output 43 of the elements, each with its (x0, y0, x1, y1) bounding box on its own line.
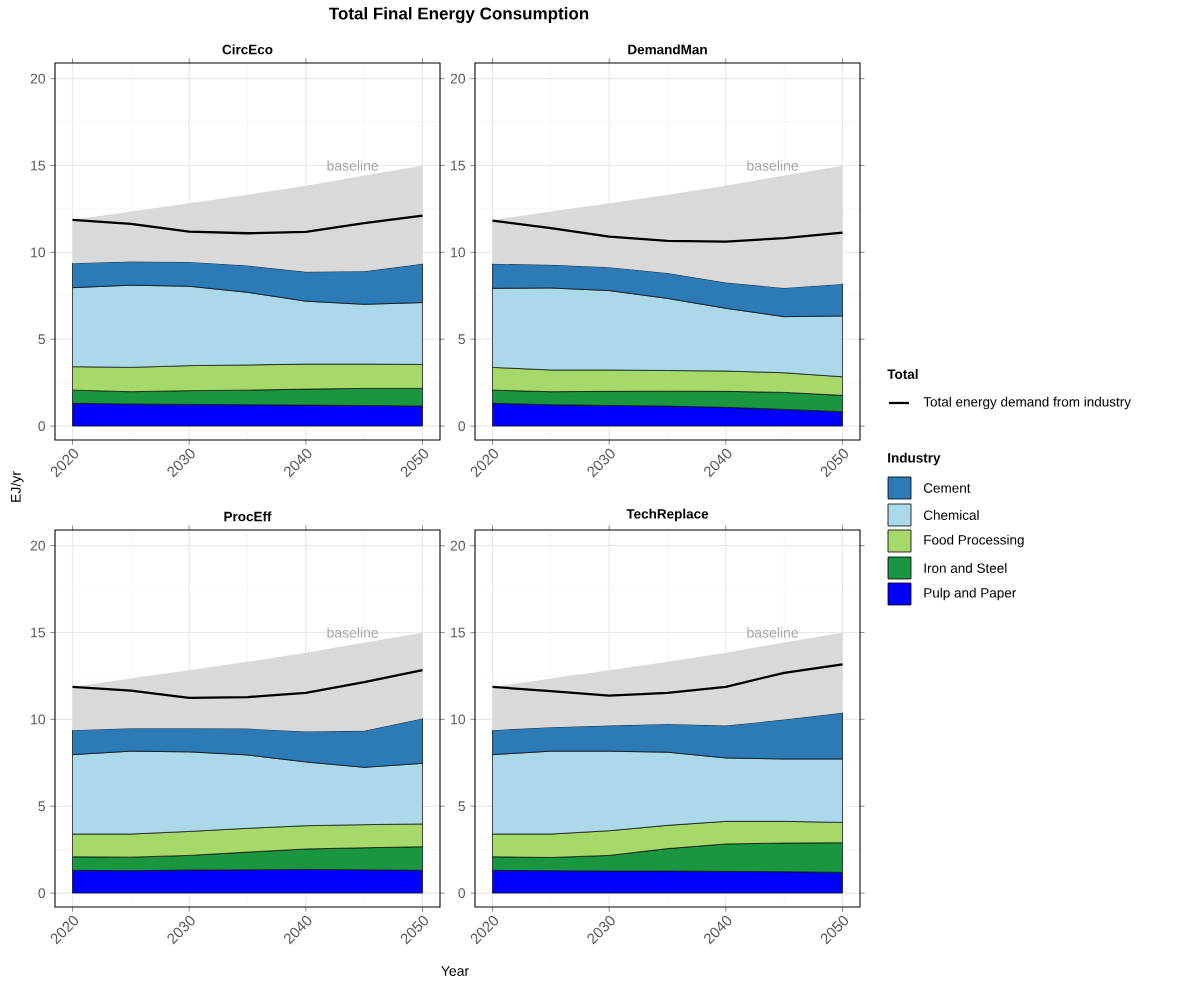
y-tick-label: 10 (451, 714, 466, 725)
legend-label: Cement (923, 483, 971, 493)
y-tick-label: 15 (451, 160, 466, 171)
y-tick-label: 20 (30, 540, 46, 551)
y-tick-label: 15 (451, 627, 466, 638)
legend-label: Total energy demand from industry (923, 396, 1131, 410)
y-tick-label: 0 (458, 888, 466, 899)
y-tick-label: 5 (458, 801, 466, 812)
line-series (71, 669, 424, 699)
chart-title: DemandMan (628, 44, 707, 55)
y-tick-label: 5 (38, 801, 46, 812)
annotation: baseline (747, 627, 799, 638)
y-tick-label: 10 (451, 247, 466, 258)
y-tick-label: 20 (450, 540, 466, 551)
y-tick-label: 20 (30, 73, 46, 84)
text: EJ/yr (10, 471, 24, 502)
y-tick-label: 5 (458, 334, 466, 345)
y-tick-label: 0 (38, 421, 46, 432)
legend-label: Food Processing (924, 534, 1024, 548)
chart-title: CircEco (222, 44, 273, 55)
y-tick-label: 15 (31, 160, 46, 171)
y-tick-label: 0 (38, 888, 46, 899)
y-tick-label: 10 (31, 714, 46, 725)
text: Year (441, 966, 469, 976)
y-tick-label: 10 (31, 247, 46, 258)
legend-label: Chemical (923, 510, 979, 520)
chart-title: TechReplace (626, 508, 709, 522)
line-series (71, 214, 424, 235)
y-tick-label: 5 (38, 334, 46, 345)
y-tick-label: 15 (31, 627, 46, 638)
annotation: baseline (327, 627, 379, 638)
legend-title: Total (887, 369, 918, 379)
text: Total Final Energy Consumption (329, 7, 589, 23)
y-tick-label: 0 (458, 421, 466, 432)
annotation: baseline (327, 160, 379, 171)
legend-label: Iron and Steel (924, 563, 1007, 573)
line-series (491, 663, 844, 697)
legend-title: Industry (888, 452, 941, 466)
chart-title: ProcEff (224, 511, 272, 522)
annotation: baseline (747, 160, 799, 171)
y-tick-label: 20 (450, 73, 466, 84)
line-series (491, 219, 844, 243)
legend-label: Pulp and Paper (924, 587, 1017, 601)
